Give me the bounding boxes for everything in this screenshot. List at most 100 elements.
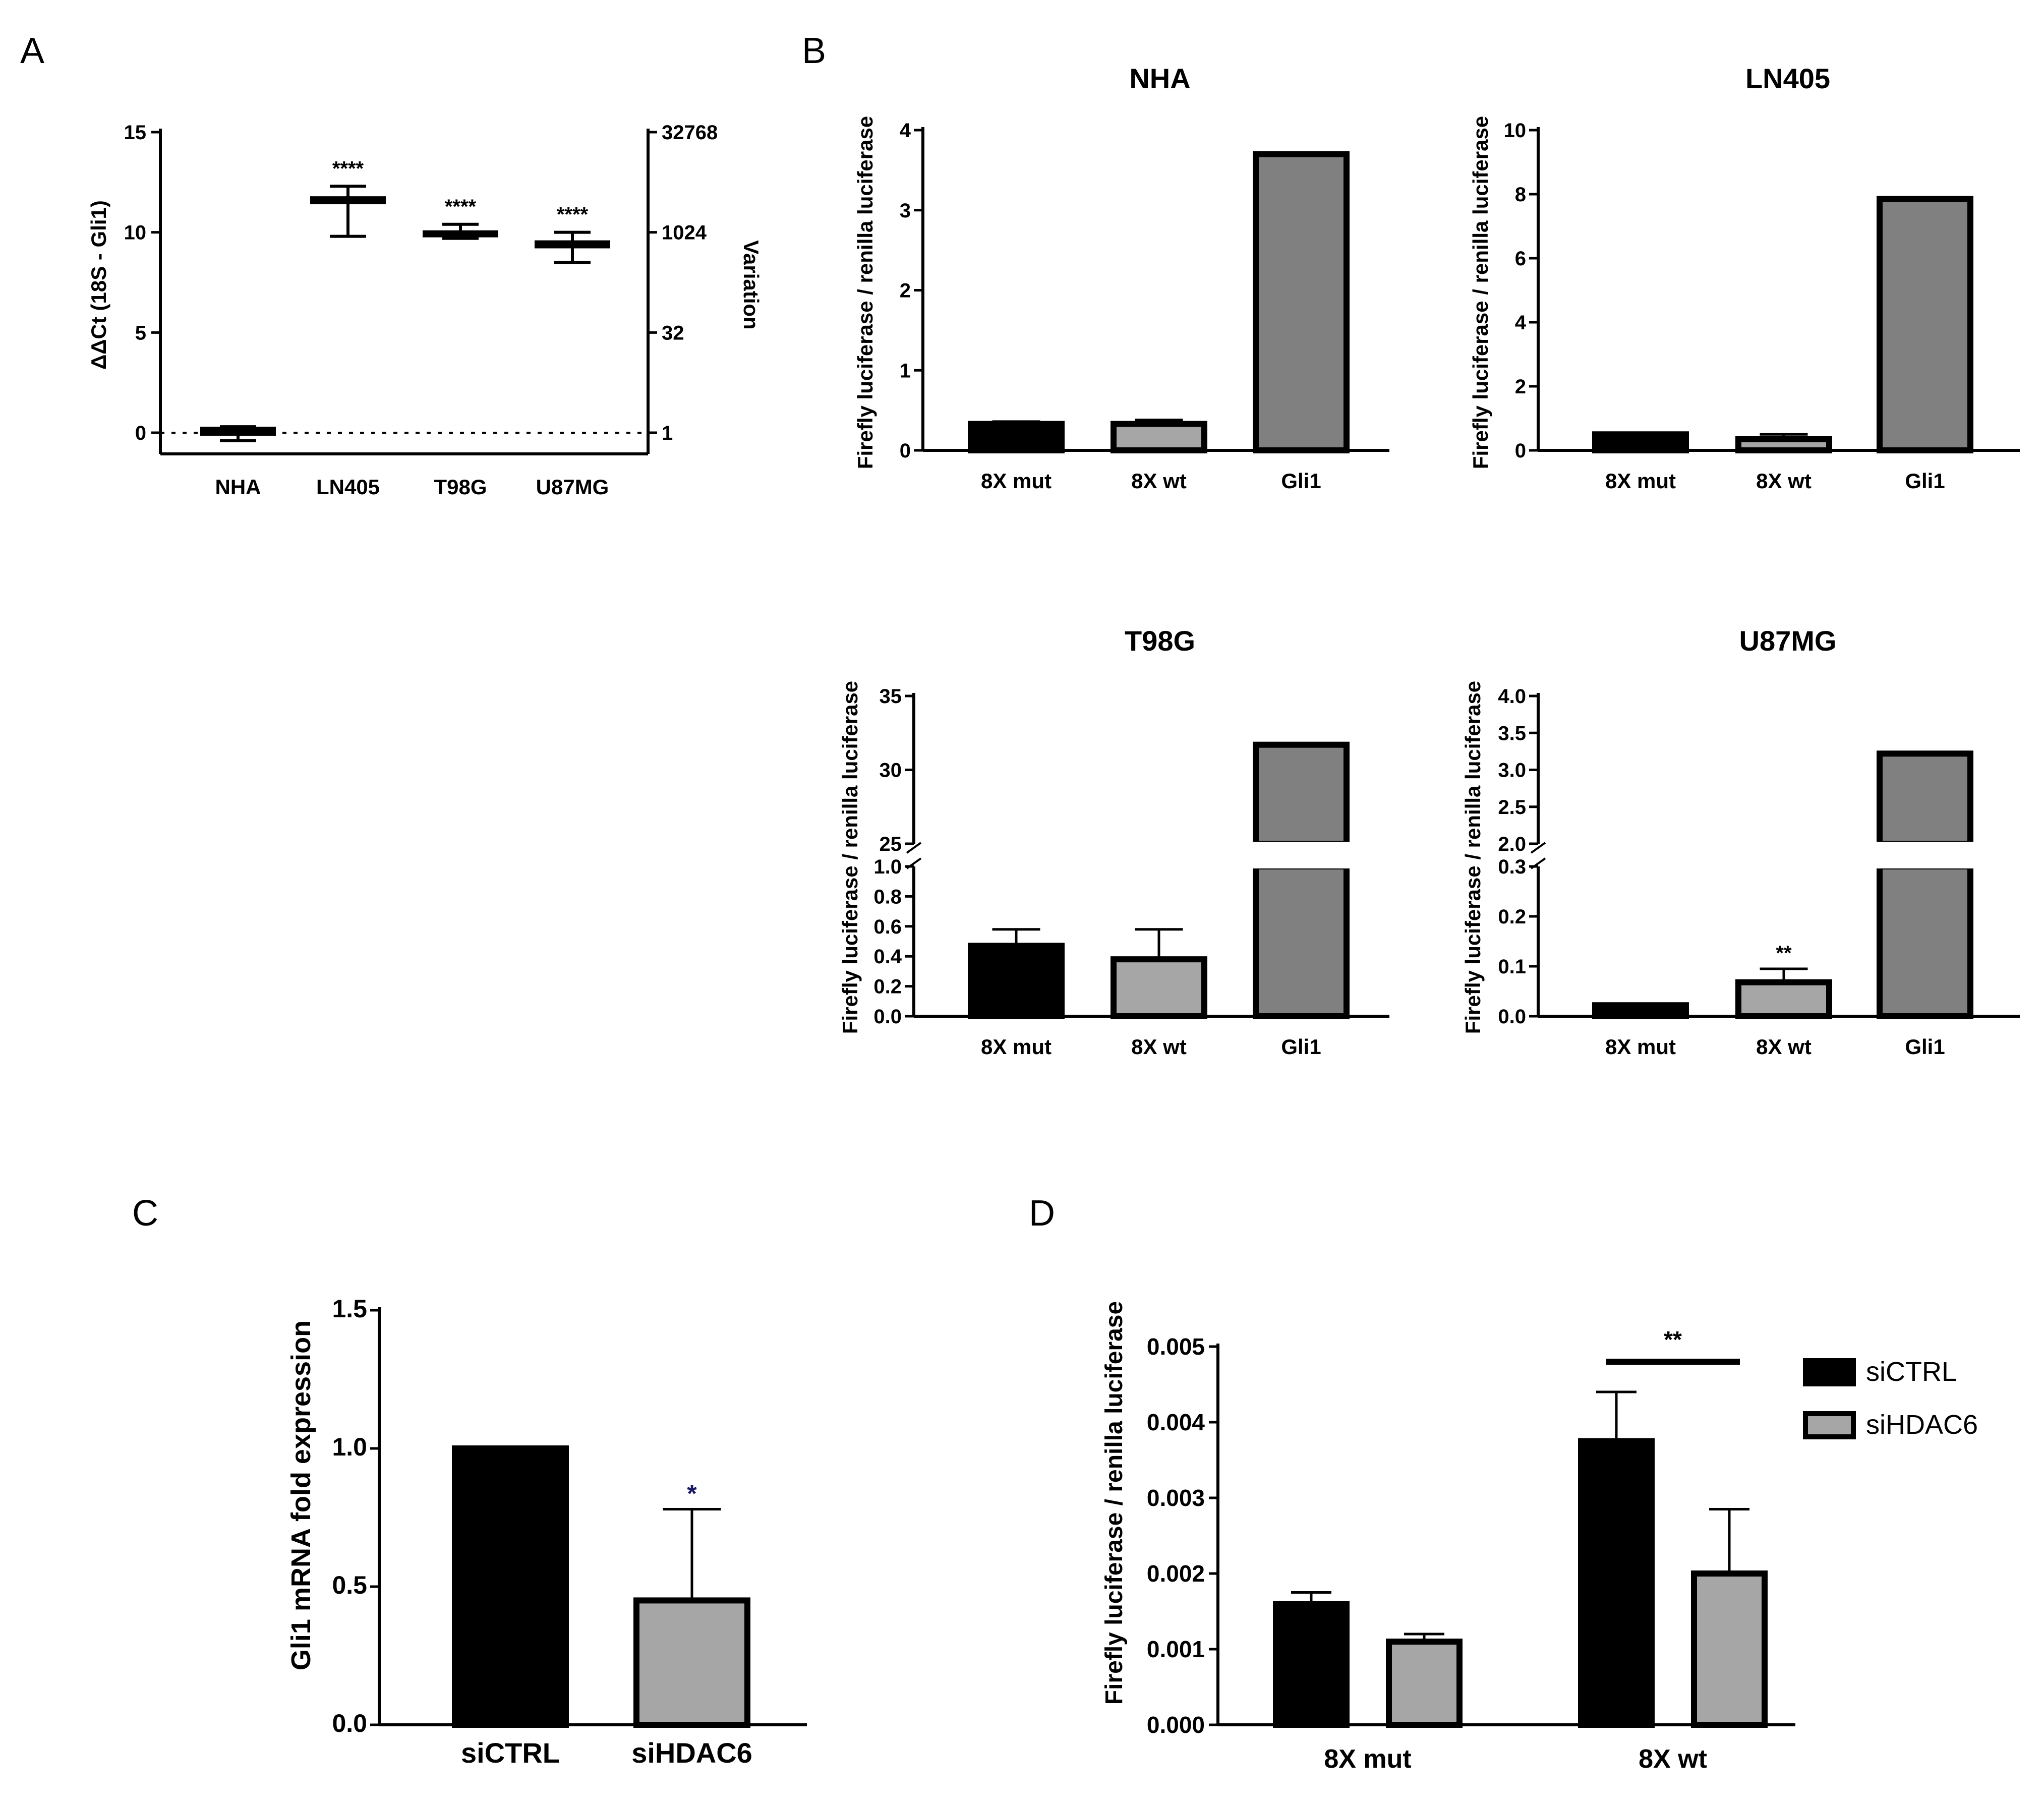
b4-bar xyxy=(1735,979,1832,1020)
b1-ytick-label: 0 xyxy=(900,440,911,462)
d-ytick-label: 0.005 xyxy=(1147,1333,1205,1360)
b1-bar xyxy=(1111,421,1207,453)
a-significance: **** xyxy=(557,204,589,226)
a-ytick-label: 10 xyxy=(124,222,147,244)
b1-ytick-label: 3 xyxy=(900,200,911,222)
c-ytick-label: 1.5 xyxy=(332,1295,367,1323)
b3-ytick-label: 0.4 xyxy=(873,946,902,968)
c-ylabel: Gli1 mRNA fold expression xyxy=(286,1320,316,1670)
b4-ytick-label: 2.5 xyxy=(1498,796,1526,819)
panel-b4: U87MG Firefly luciferase / renilla lucif… xyxy=(1461,625,2020,1059)
a-rtick-label: 32768 xyxy=(662,122,718,144)
c-bar xyxy=(452,1445,569,1728)
b2-category-label: 8X wt xyxy=(1756,469,1812,493)
b3-category-label: 8X wt xyxy=(1131,1035,1187,1059)
b4-ytick-label: 0.0 xyxy=(1498,1006,1526,1028)
d-significance: ** xyxy=(1664,1326,1682,1353)
b2-ylabel: Firefly luciferase / renilla luciferase xyxy=(1469,116,1492,469)
b4-category-label: 8X wt xyxy=(1756,1035,1812,1059)
b4-significance: ** xyxy=(1776,942,1792,964)
b4-bar-upper xyxy=(1877,750,1973,847)
b3-ytick-label: 0.0 xyxy=(873,1006,902,1028)
b4-title: U87MG xyxy=(1739,625,1837,657)
b4-bar-lower xyxy=(1877,863,1973,1019)
d-category-label: 8X wt xyxy=(1639,1744,1707,1774)
b2-bar xyxy=(1735,436,1832,454)
b3-ylabel: Firefly luciferase / renilla luciferase xyxy=(838,681,862,1034)
a-category-label: T98G xyxy=(434,475,487,499)
panel-label-b: B xyxy=(802,31,826,71)
b1-title: NHA xyxy=(1129,63,1190,94)
b1-category-label: 8X mut xyxy=(981,469,1052,493)
b4-ytick-label: 3.0 xyxy=(1498,760,1526,782)
b1-category-label: 8X wt xyxy=(1131,469,1187,493)
a-significance: **** xyxy=(332,157,364,180)
d-ytick-label: 0.001 xyxy=(1147,1636,1205,1662)
b3-bar xyxy=(1111,956,1207,1020)
c-significance: * xyxy=(687,1480,697,1508)
a-category-label: LN405 xyxy=(316,475,380,499)
b2-ytick-label: 2 xyxy=(1515,376,1526,398)
a-rtick-label: 1024 xyxy=(662,222,707,244)
d-legend-swatch xyxy=(1803,1358,1856,1386)
c-category-label: siHDAC6 xyxy=(631,1737,752,1769)
d-bar xyxy=(1691,1570,1768,1728)
d-legend-swatch xyxy=(1803,1411,1856,1439)
b2-ytick-label: 0 xyxy=(1515,440,1526,462)
b3-title: T98G xyxy=(1125,625,1195,657)
d-ylabel: Firefly luciferase / renilla luciferase xyxy=(1101,1301,1128,1705)
a-ytick-label: 5 xyxy=(135,322,146,344)
b1-bar xyxy=(1253,151,1350,453)
d-ytick-label: 0.000 xyxy=(1147,1712,1205,1738)
d-ytick-label: 0.002 xyxy=(1147,1560,1205,1587)
d-category-label: 8X mut xyxy=(1324,1744,1411,1774)
b1-ytick-label: 2 xyxy=(900,280,911,302)
b4-category-label: Gli1 xyxy=(1905,1035,1945,1059)
b3-ytick-label: 1.0 xyxy=(873,856,902,878)
d-legend-label: siCTRL xyxy=(1866,1357,1957,1387)
d-legend-label: siHDAC6 xyxy=(1866,1410,1978,1440)
a-ylabel: ΔΔCt (18S - Gli1) xyxy=(87,200,110,370)
b4-break-mark xyxy=(1530,842,1546,854)
b3-category-label: 8X mut xyxy=(981,1035,1052,1059)
panel-b1: NHA Firefly luciferase / renilla lucifer… xyxy=(853,63,1389,493)
b1-ytick-label: 4 xyxy=(900,120,911,142)
a-category-label: NHA xyxy=(215,475,261,499)
d-bar xyxy=(1386,1639,1463,1728)
b4-ytick-label: 4.0 xyxy=(1498,685,1526,708)
b2-title: LN405 xyxy=(1745,63,1830,94)
b4-bar xyxy=(1592,1002,1689,1019)
panel-a: A ΔΔCt (18S - Gli1) Variation 0 5 10 15 1 32… xyxy=(20,31,763,499)
d-bar xyxy=(1578,1438,1655,1728)
b2-bar xyxy=(1877,196,1973,453)
c-ytick-label: 1.0 xyxy=(332,1433,367,1461)
b4-category-label: 8X mut xyxy=(1605,1035,1676,1059)
a-category-label: U87MG xyxy=(536,475,609,499)
b3-ytick-label: 0.2 xyxy=(873,976,902,998)
b3-bar-lower xyxy=(1253,863,1350,1019)
panel-label-a: A xyxy=(20,31,44,71)
b3-ytick-label: 0.8 xyxy=(873,886,902,908)
a-rtick-label: 32 xyxy=(662,322,684,344)
b2-bar xyxy=(1592,431,1689,453)
b3-ytick-label: 0.6 xyxy=(873,916,902,938)
b3-bar-upper xyxy=(1253,741,1350,847)
b3-ytick-label: 35 xyxy=(880,685,902,708)
panel-c: C Gli1 mRNA fold expression 0.0 0.5 1.0 1.5… xyxy=(132,1193,807,1769)
b3-category-label: Gli1 xyxy=(1281,1035,1321,1059)
b2-category-label: Gli1 xyxy=(1905,469,1945,493)
c-category-label: siCTRL xyxy=(461,1737,560,1769)
d-bar xyxy=(1273,1601,1350,1728)
b2-ytick-label: 8 xyxy=(1515,184,1526,206)
panel-b2: LN405 Firefly luciferase / renilla lucif… xyxy=(1469,63,2020,493)
b4-ytick-label: 0.1 xyxy=(1498,956,1526,978)
panel-label-d: D xyxy=(1029,1193,1055,1234)
b1-category-label: Gli1 xyxy=(1281,469,1321,493)
b3-bar-gap xyxy=(1251,842,1351,868)
b2-ytick-label: 6 xyxy=(1515,248,1526,270)
c-ytick-label: 0.5 xyxy=(332,1571,367,1599)
b1-bar xyxy=(968,421,1065,453)
b4-ylabel: Firefly luciferase / renilla luciferase xyxy=(1461,681,1485,1034)
b3-ytick-label: 25 xyxy=(880,833,902,855)
